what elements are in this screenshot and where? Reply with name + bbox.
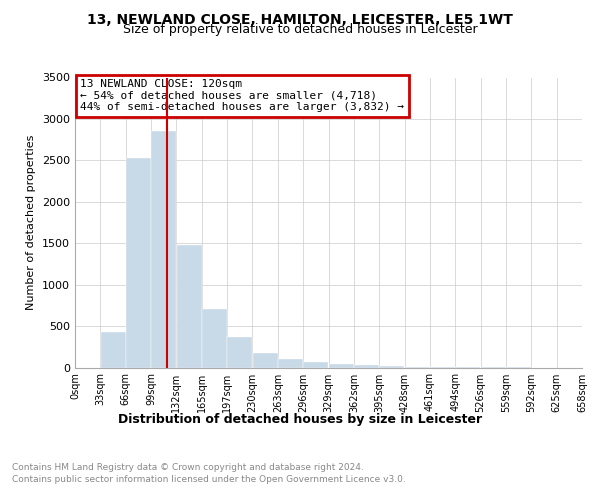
Bar	[176, 245, 202, 368]
Text: 13, NEWLAND CLOSE, HAMILTON, LEICESTER, LE5 1WT: 13, NEWLAND CLOSE, HAMILTON, LEICESTER, …	[87, 12, 513, 26]
Text: 13 NEWLAND CLOSE: 120sqm
← 54% of detached houses are smaller (4,718)
44% of sem: 13 NEWLAND CLOSE: 120sqm ← 54% of detach…	[80, 79, 404, 112]
Text: Size of property relative to detached houses in Leicester: Size of property relative to detached ho…	[122, 22, 478, 36]
Bar	[227, 337, 252, 368]
Bar	[354, 366, 379, 368]
Bar	[329, 364, 353, 368]
Bar	[151, 132, 176, 368]
Bar	[278, 359, 303, 368]
Bar	[253, 353, 278, 368]
Text: Contains public sector information licensed under the Open Government Licence v3: Contains public sector information licen…	[12, 475, 406, 484]
Bar	[126, 158, 151, 368]
Text: Distribution of detached houses by size in Leicester: Distribution of detached houses by size …	[118, 412, 482, 426]
Y-axis label: Number of detached properties: Number of detached properties	[26, 135, 37, 310]
Bar	[202, 308, 227, 368]
Bar	[101, 332, 125, 368]
Text: Contains HM Land Registry data © Crown copyright and database right 2024.: Contains HM Land Registry data © Crown c…	[12, 462, 364, 471]
Bar	[304, 362, 328, 368]
Bar	[405, 366, 430, 368]
Bar	[379, 366, 404, 368]
